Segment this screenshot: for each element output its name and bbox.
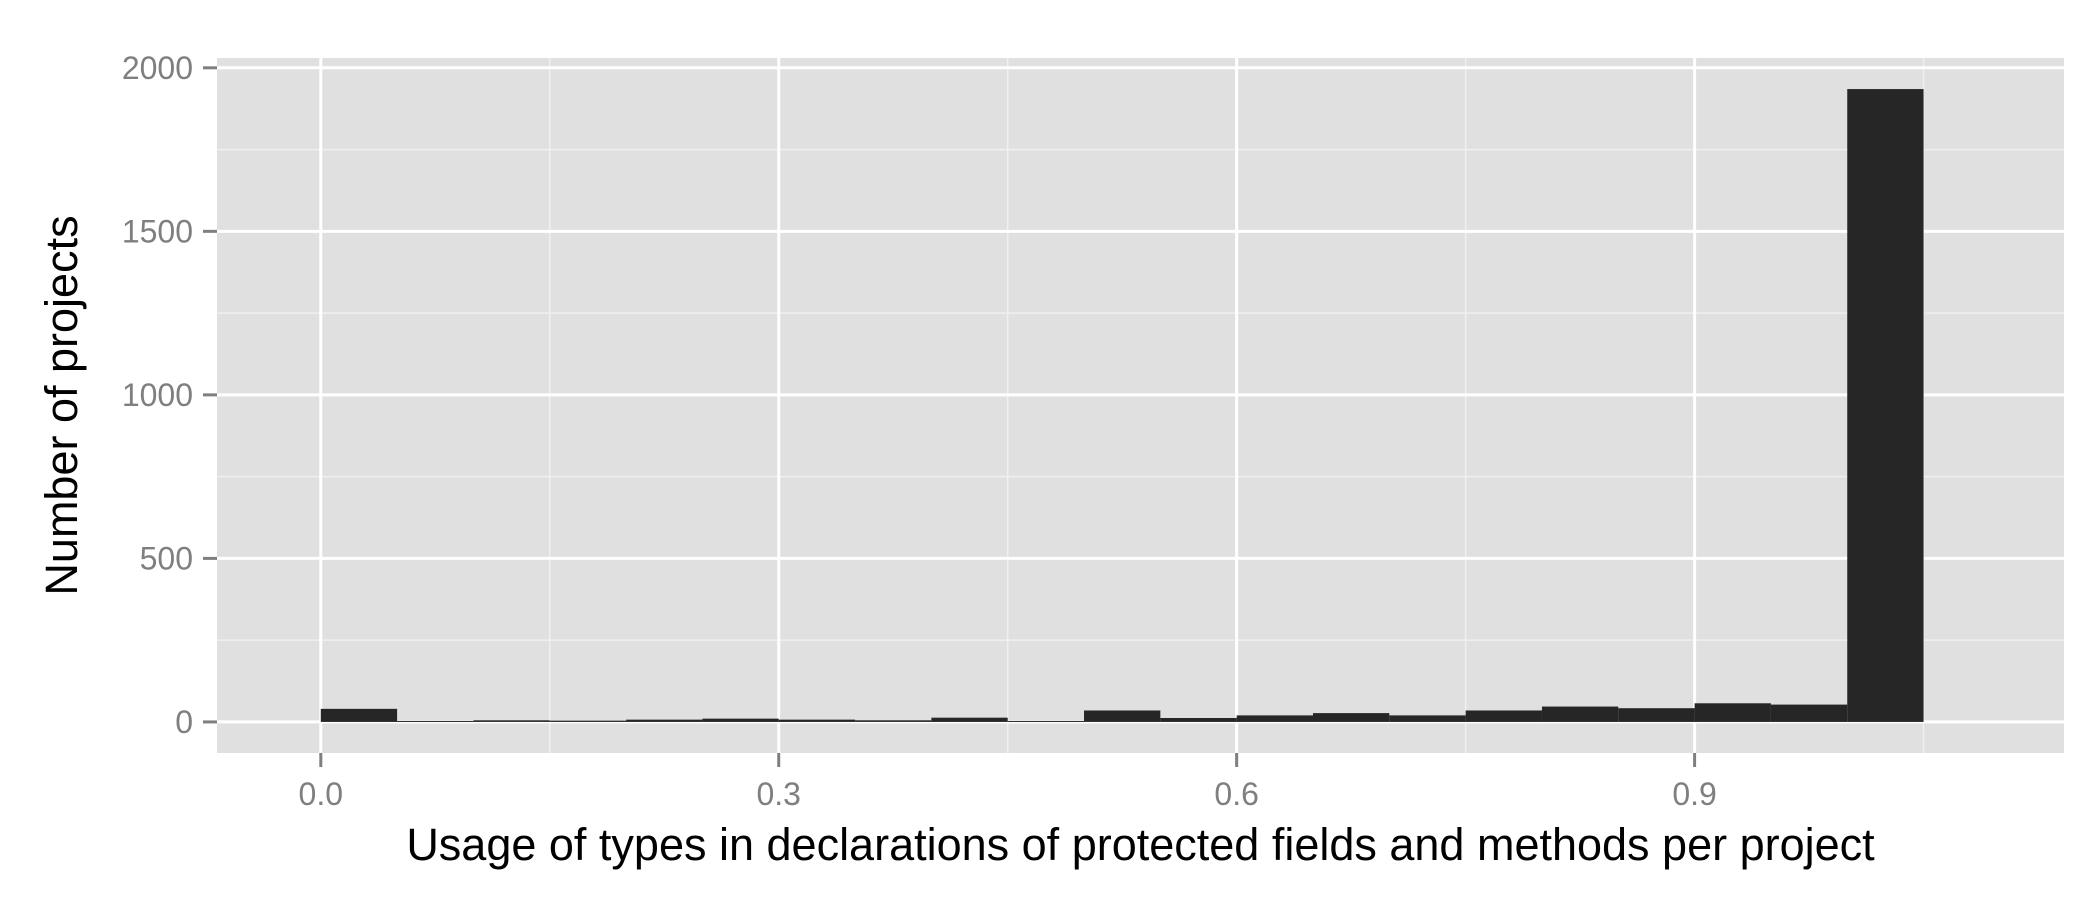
histogram-bar — [779, 720, 855, 722]
x-tick-label: 0.9 — [1672, 776, 1716, 812]
histogram-bar — [1466, 710, 1542, 721]
histogram-bar — [1313, 713, 1389, 722]
histogram-bar — [321, 709, 397, 722]
y-tick-label: 2000 — [122, 50, 193, 86]
histogram-bar — [855, 720, 931, 722]
histogram-bar — [1237, 715, 1313, 722]
histogram-bar — [1542, 707, 1618, 722]
histogram-bar — [1695, 703, 1771, 722]
histogram-bar — [1008, 721, 1084, 722]
histogram-bar — [1618, 708, 1694, 722]
y-tick-label: 1000 — [122, 377, 193, 413]
x-tick-label: 0.3 — [756, 776, 800, 812]
histogram-bar — [473, 720, 549, 722]
histogram-bar — [626, 720, 702, 722]
y-tick-label: 1500 — [122, 213, 193, 249]
histogram-bar — [1771, 705, 1847, 722]
histogram-bar — [1847, 89, 1923, 722]
y-axis-title: Number of projects — [36, 215, 87, 595]
x-axis: 0.0 0.3 0.6 0.9 — [299, 753, 1717, 812]
histogram-bar — [702, 719, 778, 722]
y-axis: 0 500 1000 1500 2000 — [122, 50, 217, 740]
histogram-bar — [550, 721, 626, 722]
plot-panel — [217, 58, 2064, 753]
y-tick-label: 0 — [175, 704, 193, 740]
x-axis-title: Usage of types in declarations of protec… — [406, 819, 1875, 870]
histogram-bar — [931, 718, 1007, 722]
histogram-bar — [1160, 718, 1236, 722]
y-tick-label: 500 — [140, 540, 193, 576]
x-tick-label: 0.0 — [299, 776, 343, 812]
histogram-bar — [1389, 715, 1465, 722]
x-tick-label: 0.6 — [1214, 776, 1258, 812]
histogram-bar — [1084, 710, 1160, 721]
histogram-bar — [397, 721, 473, 722]
